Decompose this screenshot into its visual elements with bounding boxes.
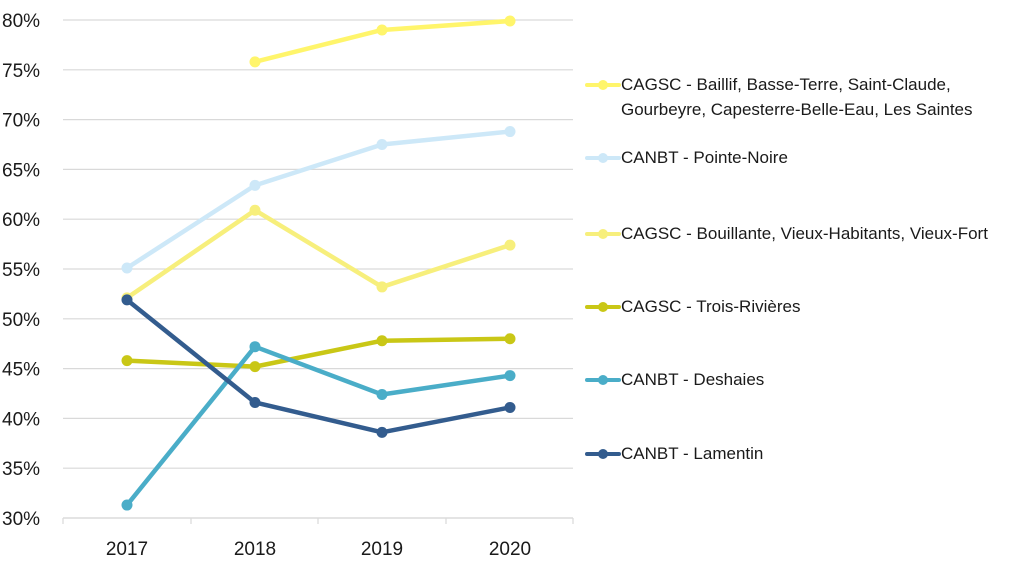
legend-line-marker-icon bbox=[585, 75, 621, 95]
series-lines bbox=[121, 15, 516, 511]
x-tick-label: 2020 bbox=[489, 539, 531, 560]
data-point bbox=[121, 499, 133, 511]
series-1 bbox=[121, 126, 516, 274]
data-point bbox=[249, 179, 261, 191]
x-tick-label: 2017 bbox=[106, 539, 148, 560]
data-point bbox=[121, 262, 133, 274]
legend-label: CANBT - Deshaies bbox=[621, 370, 765, 389]
legend-label: CANBT - Lamentin bbox=[621, 444, 764, 463]
y-tick-label: 30% bbox=[2, 509, 40, 530]
y-tick-label: 75% bbox=[2, 61, 40, 82]
series-line bbox=[124, 297, 513, 435]
legend-line-marker-icon bbox=[585, 370, 621, 390]
data-point bbox=[249, 204, 261, 216]
legend-item: CAGSC - Bouillante, Vieux-Habitants, Vie… bbox=[585, 224, 1021, 246]
legend-item: CANBT - Pointe-Noire bbox=[585, 148, 1021, 170]
series-2 bbox=[121, 204, 516, 304]
y-tick-label: 80% bbox=[2, 11, 40, 32]
legend-line-marker-icon bbox=[585, 297, 621, 317]
legend-line-marker-icon bbox=[585, 224, 621, 244]
y-tick-label: 65% bbox=[2, 160, 40, 181]
series-line bbox=[124, 129, 513, 271]
y-axis-tick-labels: 30% 35% 40% 45% 50% 55% 60% 65% 70% 75% 80% bbox=[2, 11, 40, 530]
data-point bbox=[504, 333, 516, 345]
series-0 bbox=[249, 15, 516, 68]
data-point bbox=[504, 126, 516, 138]
series-5 bbox=[121, 294, 516, 438]
legend-label: CAGSC - Baillif, Basse-Terre, Saint-Clau… bbox=[621, 75, 973, 119]
data-point bbox=[504, 239, 516, 251]
gridlines bbox=[63, 19, 573, 519]
data-point bbox=[376, 281, 388, 293]
data-point bbox=[504, 15, 516, 27]
legend-item: CANBT - Lamentin bbox=[585, 444, 1021, 466]
series-line bbox=[124, 336, 513, 369]
y-tick-label: 60% bbox=[2, 210, 40, 231]
y-tick-label: 40% bbox=[2, 409, 40, 430]
data-point bbox=[376, 388, 388, 400]
y-tick-label: 45% bbox=[2, 360, 40, 381]
data-point bbox=[249, 361, 261, 373]
data-point bbox=[376, 426, 388, 438]
series-4 bbox=[121, 341, 516, 511]
y-tick-label: 55% bbox=[2, 260, 40, 281]
data-point bbox=[249, 396, 261, 408]
legend-line-marker-icon bbox=[585, 444, 621, 464]
legend-item: CAGSC - Baillif, Basse-Terre, Saint-Clau… bbox=[585, 75, 1021, 122]
legend-item: CANBT - Deshaies bbox=[585, 370, 1021, 392]
data-point bbox=[376, 24, 388, 36]
x-axis-tick-labels: 2017 2018 2019 2020 bbox=[106, 539, 531, 560]
data-point bbox=[504, 401, 516, 413]
data-point bbox=[249, 56, 261, 68]
legend-label: CAGSC - Trois-Rivières bbox=[621, 297, 801, 316]
legend-item: CAGSC - Trois-Rivières bbox=[585, 297, 1021, 319]
data-point bbox=[121, 294, 133, 306]
legend-label: CANBT - Pointe-Noire bbox=[621, 148, 788, 167]
series-3 bbox=[121, 333, 516, 373]
legend-label: CAGSC - Bouillante, Vieux-Habitants, Vie… bbox=[621, 224, 988, 243]
data-point bbox=[376, 139, 388, 150]
y-tick-label: 50% bbox=[2, 310, 40, 331]
data-point bbox=[504, 370, 516, 382]
x-axis bbox=[62, 517, 574, 524]
data-point bbox=[249, 341, 261, 353]
data-point bbox=[376, 335, 388, 347]
x-tick-label: 2019 bbox=[361, 539, 403, 560]
series-line bbox=[124, 207, 513, 301]
data-point bbox=[121, 355, 133, 367]
y-tick-label: 35% bbox=[2, 459, 40, 480]
y-tick-label: 70% bbox=[2, 111, 40, 132]
x-tick-label: 2018 bbox=[234, 539, 276, 560]
series-line bbox=[124, 344, 513, 508]
legend-line-marker-icon bbox=[585, 148, 621, 168]
